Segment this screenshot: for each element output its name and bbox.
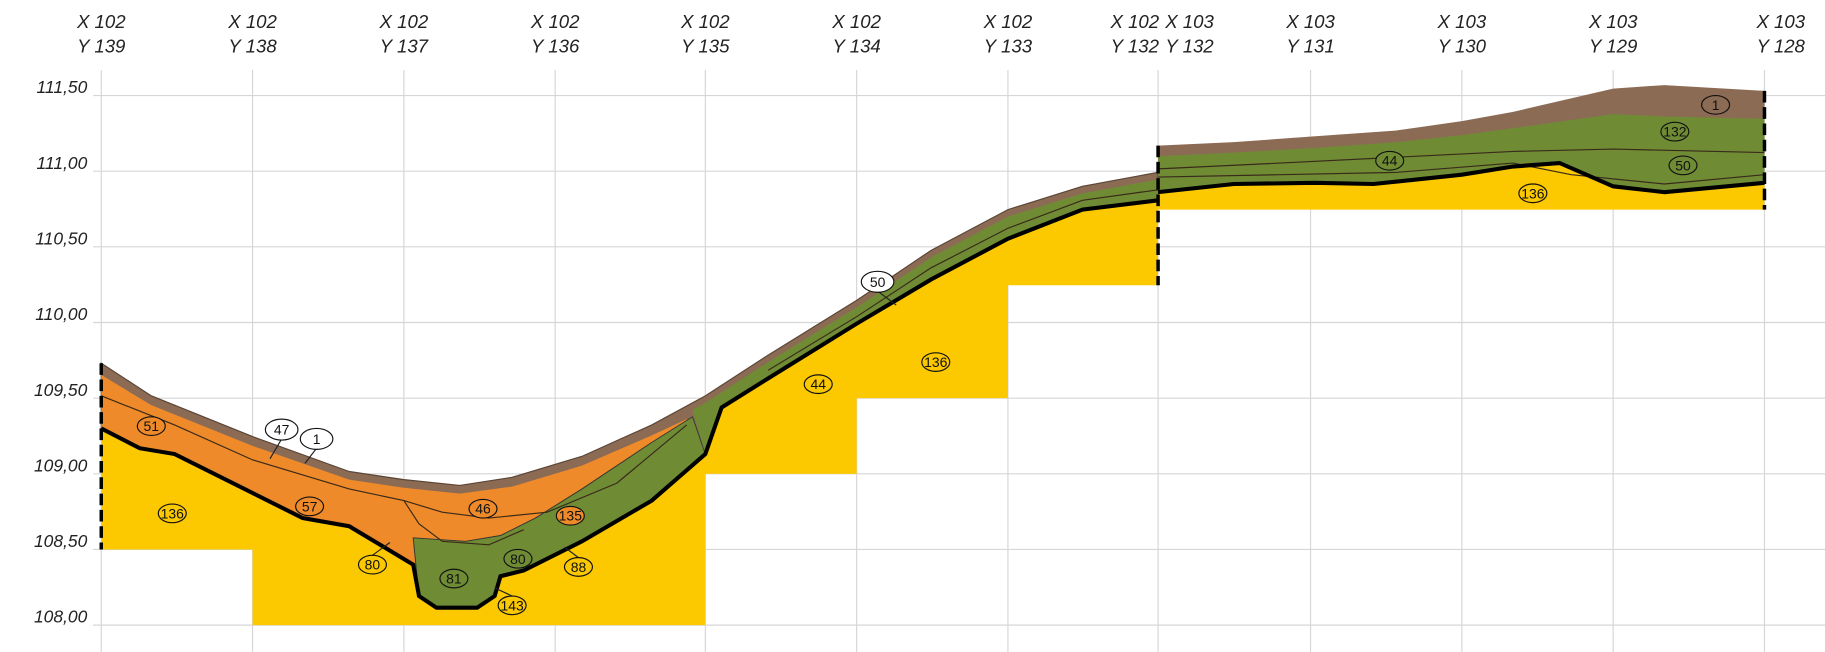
label-oval (1518, 183, 1548, 204)
column-x: X 102 (831, 11, 881, 32)
layer-label: 88 (571, 559, 587, 575)
column-x: X 102 (983, 11, 1033, 32)
column-y: Y 134 (832, 35, 880, 56)
elevation-label: 111,00 (37, 153, 88, 173)
layer-label: 46 (475, 501, 491, 517)
elevation-label: 108,00 (34, 607, 88, 627)
elevation-label: 108,50 (34, 531, 88, 551)
label-oval (1701, 94, 1731, 115)
label-oval (1660, 121, 1690, 142)
section-edges (99, 90, 1767, 550)
column-y: Y 129 (1589, 35, 1637, 56)
label-oval (357, 554, 387, 575)
label-oval (563, 557, 594, 577)
layer-label: 136 (161, 505, 185, 521)
label-oval (299, 427, 334, 450)
column-y: Y 130 (1438, 35, 1487, 56)
column-y: Y 138 (228, 35, 277, 56)
layer-label: 47 (274, 422, 290, 438)
column-y: Y 139 (77, 35, 125, 56)
column-y: Y 136 (531, 35, 580, 56)
layer-label: 51 (144, 418, 160, 434)
column-y: Y 132 (1111, 35, 1160, 56)
axes-labels: X 102 Y 139 X 102 Y 138 X 102 Y 137 X 102 Y 136… (34, 11, 1806, 627)
column-x: X 103 (1588, 11, 1638, 32)
label-oval (1375, 150, 1405, 171)
label-oval (439, 568, 469, 589)
column-y: Y 132 (1165, 35, 1214, 56)
label-oval (921, 352, 951, 372)
label-oval (555, 505, 585, 526)
layer-label: 57 (302, 498, 318, 514)
column-x: X 102 (1109, 11, 1159, 32)
layer-lines (101, 148, 1765, 546)
label-oval (468, 498, 498, 519)
label-oval (1668, 155, 1698, 176)
elevation-label: 111,50 (37, 77, 88, 97)
label-oval (264, 418, 299, 441)
column-y: Y 128 (1757, 35, 1806, 56)
column-y: Y 135 (681, 35, 730, 56)
column-x: X 102 (379, 11, 429, 32)
layer-label: 80 (365, 557, 381, 573)
layer-labels: 51 47 1 57 136 46 135 80 81 80 88 143 44 136 50 44 136 50… (136, 94, 1731, 616)
layer-green-right (1158, 114, 1765, 193)
layer-label: 136 (924, 354, 948, 370)
label-oval (803, 374, 833, 395)
label-oval (497, 595, 527, 616)
layer-label: 80 (510, 551, 526, 567)
layer-label: 1 (1712, 97, 1720, 113)
label-oval (157, 503, 187, 524)
layer-label: 135 (559, 508, 583, 524)
leaders (269, 290, 897, 597)
layer-yellow-right (1158, 163, 1765, 210)
layer-label: 44 (810, 376, 826, 392)
label-oval (860, 270, 895, 293)
layer-yellow (101, 200, 1159, 626)
layer-label: 132 (1663, 124, 1687, 140)
column-x: X 102 (530, 11, 580, 32)
column-y: Y 137 (380, 35, 429, 56)
label-oval (503, 548, 533, 569)
column-x: X 102 (680, 11, 730, 32)
column-y: Y 131 (1286, 35, 1334, 56)
label-oval (295, 496, 325, 517)
layer-label: 136 (1521, 185, 1545, 201)
label-oval (136, 416, 166, 436)
boundary-line (100, 160, 1765, 610)
elevation-label: 109,50 (34, 380, 88, 400)
elevation-label: 109,00 (34, 455, 88, 475)
column-x: X 103 (1755, 11, 1805, 32)
layer-label: 81 (446, 571, 462, 587)
column-y: Y 133 (984, 35, 1033, 56)
elevation-label: 110,00 (35, 304, 87, 324)
column-x: X 103 (1285, 11, 1335, 32)
column-x: X 103 (1437, 11, 1487, 32)
layer-label: 1 (313, 431, 321, 447)
column-x: X 102 (227, 11, 277, 32)
layer-label: 143 (500, 597, 524, 613)
layer-label: 44 (1382, 153, 1398, 169)
column-x: X 102 (76, 11, 126, 32)
layer-label: 50 (1675, 157, 1691, 173)
column-x: X 103 (1164, 11, 1214, 32)
elevation-label: 110,50 (35, 228, 87, 248)
layer-label: 50 (870, 274, 886, 290)
